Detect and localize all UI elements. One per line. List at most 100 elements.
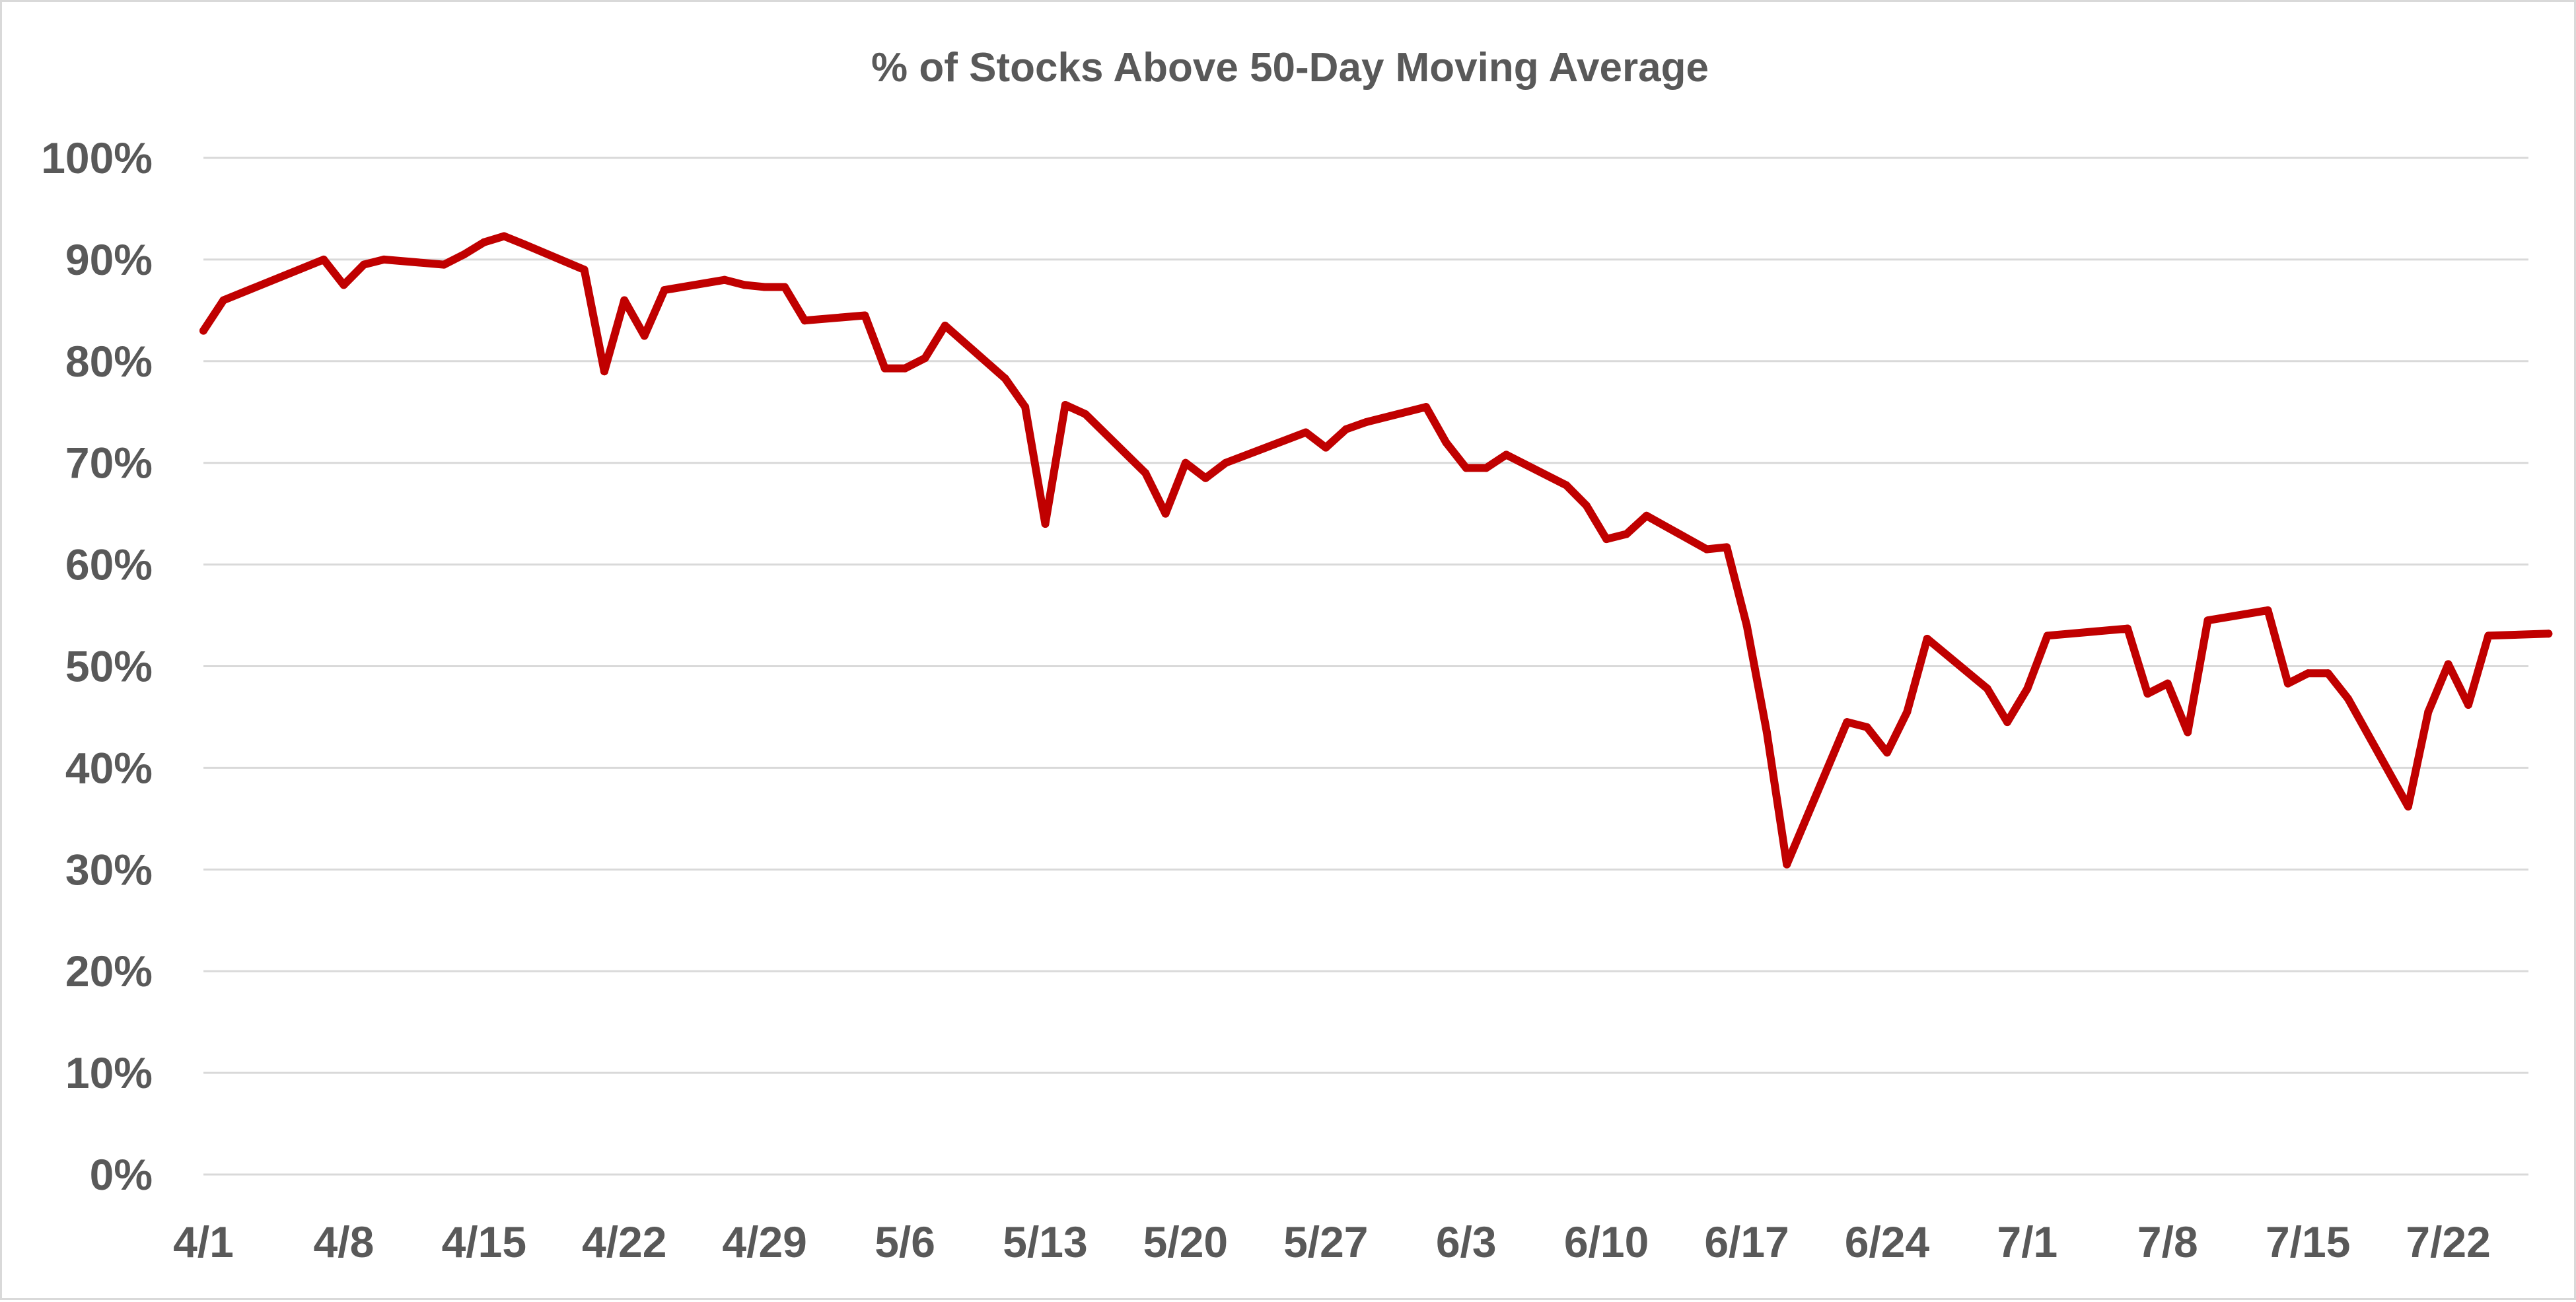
data-point [2003,718,2012,727]
y-tick-label: 30% [65,845,153,894]
data-point [1582,501,1591,510]
y-tick-label: 50% [65,642,153,691]
data-point [219,296,228,305]
data-point [760,283,769,291]
data-point [620,296,629,305]
data-point [460,250,468,259]
x-tick-label: 4/15 [442,1217,526,1266]
data-point [600,367,608,376]
data-point [1342,425,1350,433]
x-tick-label: 4/29 [722,1217,806,1266]
data-point [520,240,528,248]
x-tick-label: 4/8 [314,1217,375,1266]
data-point [1041,520,1050,528]
data-point [1001,374,1009,382]
x-tick-label: 4/22 [582,1217,666,1266]
data-point [1723,543,1731,552]
x-axis-tick-labels: 4/1 4/8 4/15 4/22 4/29 5/6 5/13 5/20 5/27 6/3 6/10… [173,1217,2491,1266]
y-tick-label: 0% [90,1150,153,1199]
x-tick-label: 7/1 [1997,1217,2058,1266]
data-point [2124,624,2132,633]
data-point [1442,438,1450,447]
data-point [2484,632,2493,640]
y-tick-label: 60% [65,540,153,589]
data-point [660,286,668,295]
x-tick-label: 4/1 [173,1217,234,1266]
data-point [1622,530,1631,538]
data-point [2043,632,2052,640]
x-tick-label: 6/3 [1436,1217,1497,1266]
data-point [2544,630,2553,638]
x-tick-label: 6/24 [1845,1217,1930,1266]
y-tick-label: 90% [65,235,153,284]
data-point [1482,464,1491,472]
data-point [199,326,207,335]
data-point [440,260,448,269]
y-tick-label: 20% [65,947,153,995]
data-point [1783,860,1791,869]
data-point [2283,679,2292,688]
data-point [2184,728,2192,737]
data-point [2304,669,2312,678]
data-point [500,232,509,240]
series-line-0 [199,232,2553,869]
data-point [1081,410,1090,418]
data-point [1642,511,1651,520]
y-tick-label: 100% [41,133,153,182]
data-point [380,255,388,264]
data-point [1882,748,1891,757]
data-point [2143,690,2152,698]
data-point [1221,458,1230,467]
data-point [1422,403,1431,412]
x-tick-label: 5/27 [1283,1217,1368,1266]
y-tick-label: 10% [65,1048,153,1097]
data-point [880,364,889,373]
data-point [1762,728,1771,737]
data-point [2444,660,2452,669]
y-tick-label: 70% [65,439,153,488]
y-tick-label: 80% [65,337,153,386]
data-point [2343,694,2352,703]
data-point [1322,443,1330,452]
data-point [340,281,348,289]
data-point [1602,535,1611,544]
data-point [1061,400,1069,409]
data-point [781,283,789,291]
data-point [2264,606,2272,614]
y-tick-label: 40% [65,743,153,792]
data-point [1021,403,1030,412]
data-point [2324,669,2332,678]
data-point [2163,679,2172,688]
data-point [480,238,488,246]
data-point [1462,464,1470,472]
x-tick-label: 5/6 [875,1217,935,1266]
data-point [1843,718,1851,727]
data-point [1702,545,1711,554]
data-point [1983,684,1991,693]
x-tick-label: 7/15 [2266,1217,2350,1266]
x-tick-label: 6/10 [1564,1217,1649,1266]
data-point [1502,451,1511,459]
data-point [2023,684,2032,693]
data-point [720,275,729,284]
data-point [1863,723,1871,731]
data-point [1562,481,1571,489]
data-point [1362,418,1370,427]
x-tick-label: 5/20 [1143,1217,1228,1266]
data-point [320,255,328,264]
data-point [1141,469,1150,478]
data-point [1201,474,1210,482]
data-point [740,281,749,289]
data-point [1161,509,1170,518]
data-point [1742,621,1751,630]
data-point [359,260,368,269]
series-layer [199,232,2553,869]
x-tick-label: 7/8 [2137,1217,2198,1266]
data-point [1903,707,1912,716]
data-point [1923,634,1931,643]
gridlines [203,157,2528,1176]
data-point [941,321,949,330]
chart-title: % of Stocks Above 50-Day Moving Average [871,45,1709,90]
